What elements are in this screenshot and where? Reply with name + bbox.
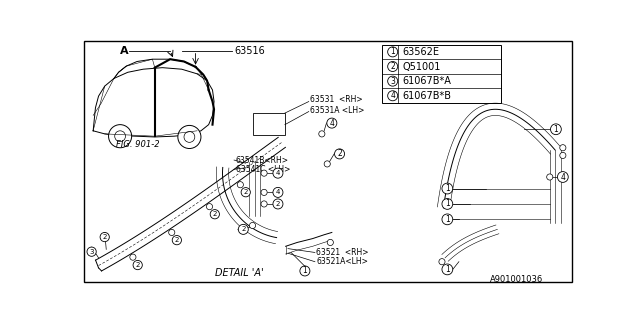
Circle shape bbox=[109, 124, 132, 148]
Circle shape bbox=[172, 236, 182, 245]
Circle shape bbox=[115, 131, 125, 141]
Text: 63562E: 63562E bbox=[403, 47, 440, 57]
Circle shape bbox=[550, 124, 561, 135]
Text: 2: 2 bbox=[136, 262, 140, 268]
Circle shape bbox=[130, 254, 136, 260]
Text: 1: 1 bbox=[303, 267, 307, 276]
Circle shape bbox=[388, 47, 397, 57]
Circle shape bbox=[178, 125, 201, 148]
Circle shape bbox=[100, 232, 109, 242]
Bar bbox=[253, 113, 285, 135]
Circle shape bbox=[557, 172, 568, 182]
Text: 4: 4 bbox=[276, 189, 280, 196]
Text: 2: 2 bbox=[390, 62, 395, 71]
Circle shape bbox=[439, 259, 445, 265]
Text: 2: 2 bbox=[212, 211, 217, 217]
Circle shape bbox=[560, 145, 566, 151]
Circle shape bbox=[560, 152, 566, 158]
Circle shape bbox=[547, 174, 553, 180]
Circle shape bbox=[388, 61, 397, 71]
Circle shape bbox=[241, 188, 250, 197]
Text: A901001036: A901001036 bbox=[490, 275, 543, 284]
Circle shape bbox=[327, 239, 333, 245]
Circle shape bbox=[261, 189, 267, 196]
Text: 2: 2 bbox=[276, 201, 280, 207]
Circle shape bbox=[388, 91, 397, 101]
Text: 4: 4 bbox=[561, 172, 565, 181]
Text: 2: 2 bbox=[337, 149, 342, 158]
Circle shape bbox=[442, 183, 452, 194]
Text: Q51001: Q51001 bbox=[403, 61, 441, 71]
Text: 1: 1 bbox=[390, 47, 395, 56]
Circle shape bbox=[442, 214, 452, 225]
Circle shape bbox=[442, 264, 452, 275]
Text: 63541C <LH>: 63541C <LH> bbox=[236, 165, 290, 174]
Text: 63521A<LH>: 63521A<LH> bbox=[316, 257, 369, 266]
Circle shape bbox=[87, 247, 96, 256]
Text: 4: 4 bbox=[276, 170, 280, 176]
Text: 2: 2 bbox=[175, 237, 179, 243]
Circle shape bbox=[273, 188, 283, 197]
Text: 2: 2 bbox=[102, 234, 107, 240]
Circle shape bbox=[261, 201, 267, 207]
Circle shape bbox=[237, 182, 243, 188]
Circle shape bbox=[273, 168, 283, 178]
Text: 63516: 63516 bbox=[234, 46, 265, 56]
Circle shape bbox=[238, 224, 248, 234]
Bar bbox=[382, 44, 501, 103]
Circle shape bbox=[324, 161, 330, 167]
Text: 4: 4 bbox=[390, 91, 395, 100]
Circle shape bbox=[133, 260, 142, 270]
Text: FIG. 901-2: FIG. 901-2 bbox=[116, 140, 160, 149]
Text: 61067B*B: 61067B*B bbox=[403, 91, 452, 101]
Circle shape bbox=[261, 170, 267, 176]
Circle shape bbox=[319, 131, 325, 137]
Circle shape bbox=[273, 199, 283, 209]
Text: 1: 1 bbox=[445, 265, 450, 274]
Circle shape bbox=[184, 132, 195, 142]
Circle shape bbox=[210, 210, 220, 219]
Text: DETAIL 'A': DETAIL 'A' bbox=[215, 268, 264, 278]
Text: 3: 3 bbox=[90, 249, 94, 255]
Circle shape bbox=[250, 222, 255, 228]
Text: 1: 1 bbox=[445, 184, 450, 193]
Text: 1: 1 bbox=[445, 215, 450, 224]
Circle shape bbox=[300, 266, 310, 276]
Text: 2: 2 bbox=[241, 226, 246, 232]
Text: 63521  <RH>: 63521 <RH> bbox=[316, 248, 369, 257]
Text: 2: 2 bbox=[244, 189, 248, 195]
Text: 4: 4 bbox=[330, 119, 334, 128]
Text: 1: 1 bbox=[554, 125, 558, 134]
Text: 63531A <LH>: 63531A <LH> bbox=[310, 106, 365, 115]
Circle shape bbox=[388, 76, 397, 86]
Circle shape bbox=[327, 118, 337, 128]
Circle shape bbox=[169, 229, 175, 236]
Text: 63541B<RH>: 63541B<RH> bbox=[236, 156, 289, 164]
Text: A: A bbox=[120, 46, 128, 56]
Text: 3: 3 bbox=[390, 76, 395, 86]
Circle shape bbox=[442, 198, 452, 209]
Text: 63531  <RH>: 63531 <RH> bbox=[310, 95, 363, 105]
Text: 1: 1 bbox=[445, 199, 450, 208]
Text: 61067B*A: 61067B*A bbox=[403, 76, 452, 86]
Circle shape bbox=[335, 149, 344, 159]
Circle shape bbox=[207, 204, 212, 210]
